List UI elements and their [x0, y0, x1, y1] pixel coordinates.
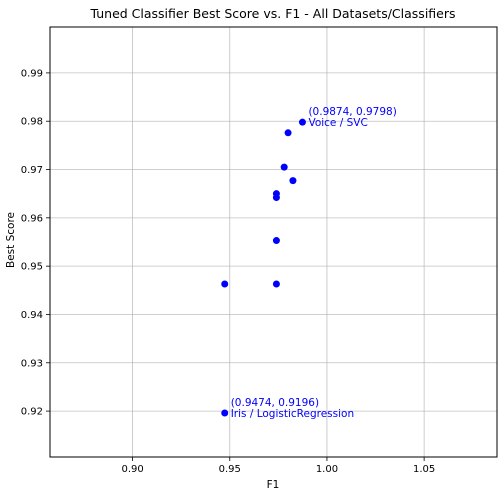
x-tick-label: 0.95 — [219, 464, 241, 475]
data-point — [280, 163, 288, 171]
data-point — [221, 409, 229, 417]
data-point — [298, 118, 306, 126]
tick-layer: 0.90 0.95 1.00 1.05 0.92 0.93 0.94 0.95 0.96 0.97… — [21, 68, 436, 475]
y-tick-label: 0.99 — [21, 68, 43, 79]
annotation-label: Iris / LogisticRegression — [231, 408, 354, 420]
y-tick-label: 0.98 — [21, 117, 43, 128]
y-tick-label: 0.97 — [21, 165, 43, 176]
y-tick-label: 0.94 — [21, 310, 43, 321]
plot-frame — [49, 26, 498, 458]
annotation-label: Voice / SVC — [308, 117, 367, 129]
annotation-coords: (0.9474, 0.9196) — [231, 397, 319, 409]
point-layer — [221, 118, 306, 417]
y-axis-label: Best Score — [5, 212, 17, 268]
annotation-coords: (0.9874, 0.9798) — [308, 106, 396, 118]
grid-layer — [50, 27, 497, 457]
x-tick-label: 1.05 — [413, 464, 435, 475]
y-tick-label: 0.93 — [21, 358, 43, 369]
data-point — [221, 280, 229, 288]
y-tick-label: 0.95 — [21, 262, 43, 273]
x-axis-label: F1 — [267, 479, 280, 491]
x-tick-label: 0.90 — [121, 464, 143, 475]
annotation-layer: (0.9874, 0.9798)Voice / SVC (0.9474, 0.91… — [231, 106, 397, 420]
data-point — [289, 177, 297, 185]
y-tick-label: 0.92 — [21, 407, 43, 418]
data-point — [284, 129, 292, 137]
data-point — [272, 194, 280, 202]
chart-title: Tuned Classifier Best Score vs. F1 - All… — [89, 6, 455, 21]
data-point — [272, 237, 280, 245]
y-tick-label: 0.96 — [21, 213, 43, 224]
x-tick-label: 1.00 — [316, 464, 338, 475]
data-point — [272, 280, 280, 288]
